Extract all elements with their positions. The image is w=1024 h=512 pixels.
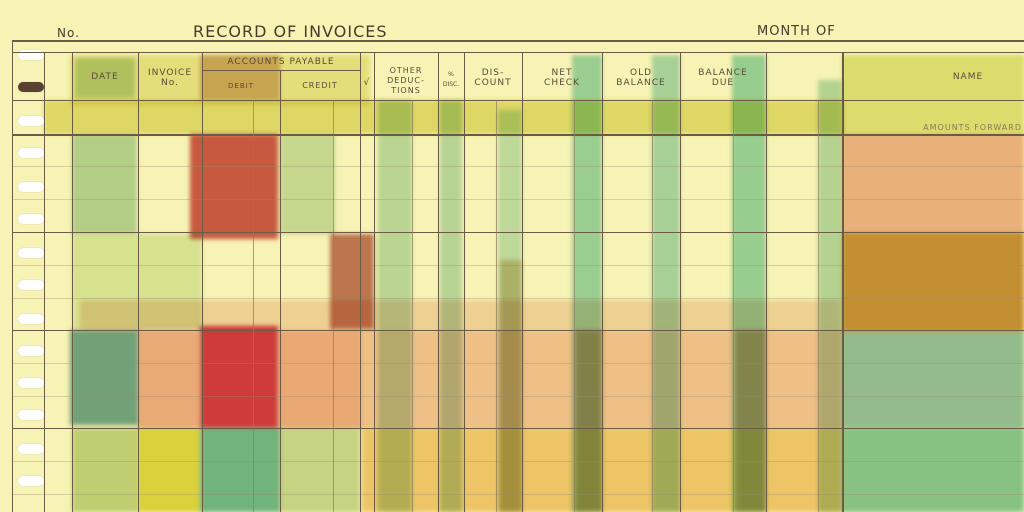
page-title: RECORD OF INVOICES (193, 22, 388, 41)
col-bal-line2: DUE (711, 78, 735, 88)
col-net-line2: CHECK (544, 78, 580, 88)
col-invoice-no: INVOICE No. (138, 68, 202, 88)
col-old-line1: OLD (629, 68, 653, 78)
col-discount: DIS- COUNT (464, 68, 522, 88)
col-debit: DEBIT (228, 82, 254, 90)
col-pct-line2: DISC. (442, 81, 460, 88)
col-check-mark: √ (363, 78, 371, 88)
col-old-balance: OLD BALANCE (602, 68, 680, 88)
amounts-forward-label: AMOUNTS FORWARD (923, 123, 1022, 132)
month-label: MONTH OF (757, 24, 836, 39)
col-invoice-no-line2: No. (161, 78, 179, 88)
col-other-deductions: OTHER DEDUC- TIONS (374, 66, 438, 96)
col-discount-line2: COUNT (474, 78, 512, 88)
col-bal-line1: BALANCE (698, 68, 748, 78)
col-balance-due: BALANCE DUE (680, 68, 766, 88)
col-other-line3: TIONS (391, 86, 421, 95)
col-pct-line1: % (448, 71, 454, 78)
col-discount-line1: DIS- (481, 68, 505, 78)
col-invoice-no-line1: INVOICE (147, 68, 193, 78)
col-accounts-payable: ACCOUNTS PAYABLE (227, 57, 335, 67)
col-name: NAME (952, 72, 984, 82)
col-pct-disc: % DISC. (438, 70, 464, 90)
col-credit: CREDIT (302, 81, 338, 90)
col-net-check: NET CHECK (522, 68, 602, 88)
col-net-line1: NET (551, 68, 573, 78)
col-other-line1: OTHER (389, 66, 423, 75)
col-old-line2: BALANCE (616, 78, 666, 88)
col-date: DATE (91, 72, 119, 82)
col-other-line2: DEDUC- (387, 76, 425, 85)
number-label: No. (57, 26, 80, 40)
